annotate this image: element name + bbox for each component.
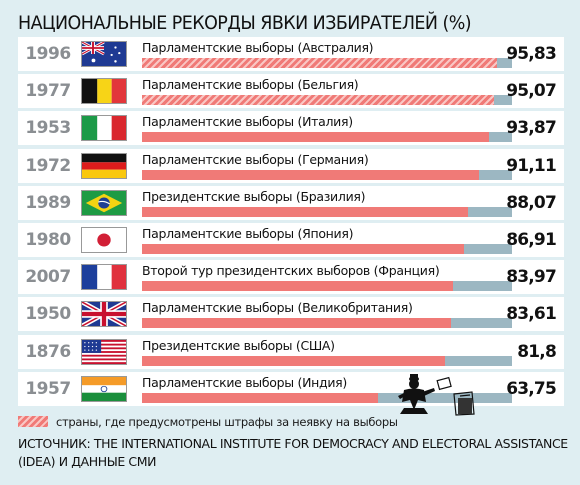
- bar-fill: [142, 318, 452, 329]
- bar-track: [142, 318, 512, 329]
- row-event-label: Президентские выборы (Бразилия): [142, 188, 366, 204]
- row-value: 95,07: [506, 81, 557, 102]
- table-row: 1972 Парламентские выборы (Германия) 91,11: [18, 148, 564, 183]
- row-value: 88,07: [506, 192, 557, 213]
- bar-fill: [142, 355, 445, 366]
- france-flag-icon: [81, 264, 127, 291]
- table-row: 1980 Парламентские выборы (Япония) 86,91: [18, 223, 564, 257]
- row-year: 1953: [25, 118, 71, 139]
- table-row: 1957 Парламентские выборы (Индия) 63,75: [18, 371, 564, 406]
- bar-fill: [142, 132, 490, 143]
- table-row: 1977 Парламентские выборы (Бельгия) 95,07: [18, 74, 564, 109]
- bar-fill: [142, 281, 453, 292]
- bar-track: [142, 281, 512, 292]
- bar-track: [142, 169, 512, 180]
- bar-fill: [142, 95, 494, 106]
- chart-title: НАЦИОНАЛЬНЫЕ РЕКОРДЫ ЯВКИ ИЗБИРАТЕЛЕЙ (%…: [18, 12, 472, 34]
- bar-fill: [142, 169, 480, 180]
- bar-track: [142, 392, 512, 403]
- japan-flag-icon: [81, 227, 127, 253]
- row-year: 1996: [25, 44, 71, 64]
- table-row: 1876 Президентские выборы (США) 81,8: [18, 334, 564, 369]
- row-year: 1972: [25, 155, 71, 176]
- row-event-label: Парламентские выборы (Япония): [142, 226, 354, 241]
- brazil-flag-icon: [81, 189, 127, 216]
- row-value: 95,83: [506, 44, 557, 64]
- row-event-label: Президентские выборы (США): [142, 337, 335, 353]
- row-value: 81,8: [517, 341, 557, 362]
- bar-track: [142, 95, 512, 106]
- row-event-label: Парламентские выборы (Италия): [142, 114, 353, 130]
- bar-track: [142, 132, 512, 143]
- row-event-label: Второй тур президентских выборов (Франци…: [142, 263, 440, 279]
- legend-hatched-swatch: [18, 416, 48, 427]
- italy-flag-icon: [81, 115, 127, 142]
- bar-track: [142, 206, 512, 217]
- row-event-label: Парламентские выборы (Германия): [142, 151, 369, 167]
- bar-track: [142, 244, 512, 254]
- legend-label: страны, где предусмотрены штрафы за неяв…: [56, 415, 398, 429]
- row-value: 93,87: [506, 118, 557, 139]
- row-year: 1876: [25, 341, 71, 362]
- bar-track: [142, 58, 512, 68]
- source-note: ИСТОЧНИК: THE INTERNATIONAL INSTITUTE FO…: [18, 436, 568, 469]
- table-row: 1989 Президентские выборы (Бразилия) 88,07: [18, 185, 564, 220]
- table-row: 1996 Парламентские выборы (Австралия) 95,8…: [18, 37, 564, 71]
- bar-fill: [142, 244, 464, 254]
- germany-flag-icon: [81, 152, 127, 179]
- row-value: 83,61: [506, 304, 557, 325]
- row-year: 2007: [25, 267, 71, 288]
- table-row: 2007 Второй тур президентских выборов (Фр…: [18, 260, 564, 295]
- row-year: 1977: [25, 81, 71, 102]
- row-event-label: Парламентские выборы (Бельгия): [142, 77, 359, 93]
- row-value: 86,91: [506, 230, 557, 250]
- usa-flag-icon: [81, 338, 127, 365]
- row-event-label: Парламентские выборы (Индия): [142, 374, 347, 390]
- australia-flag-icon: [81, 41, 127, 67]
- row-value: 91,11: [506, 155, 557, 176]
- row-year: 1989: [25, 192, 71, 213]
- row-event-label: Парламентские выборы (Великобритания): [142, 300, 413, 316]
- row-event-label: Парламентские выборы (Австралия): [142, 40, 374, 55]
- table-row: 1950 Парламентские выборы (Великобритания…: [18, 297, 564, 332]
- row-value: 63,75: [506, 378, 557, 399]
- bar-fill: [142, 206, 468, 217]
- india-flag-icon: [81, 375, 127, 402]
- bar-fill: [142, 58, 497, 68]
- row-year: 1980: [25, 230, 71, 250]
- bar-track: [142, 355, 512, 366]
- table-row: 1953 Парламентские выборы (Италия) 93,87: [18, 111, 564, 146]
- row-value: 83,97: [506, 267, 557, 288]
- row-year: 1957: [25, 378, 71, 399]
- belgium-flag-icon: [81, 78, 127, 105]
- voter-illustration-icon: [392, 370, 484, 416]
- row-year: 1950: [25, 304, 71, 325]
- uk-flag-icon: [81, 301, 127, 328]
- bar-fill: [142, 392, 378, 403]
